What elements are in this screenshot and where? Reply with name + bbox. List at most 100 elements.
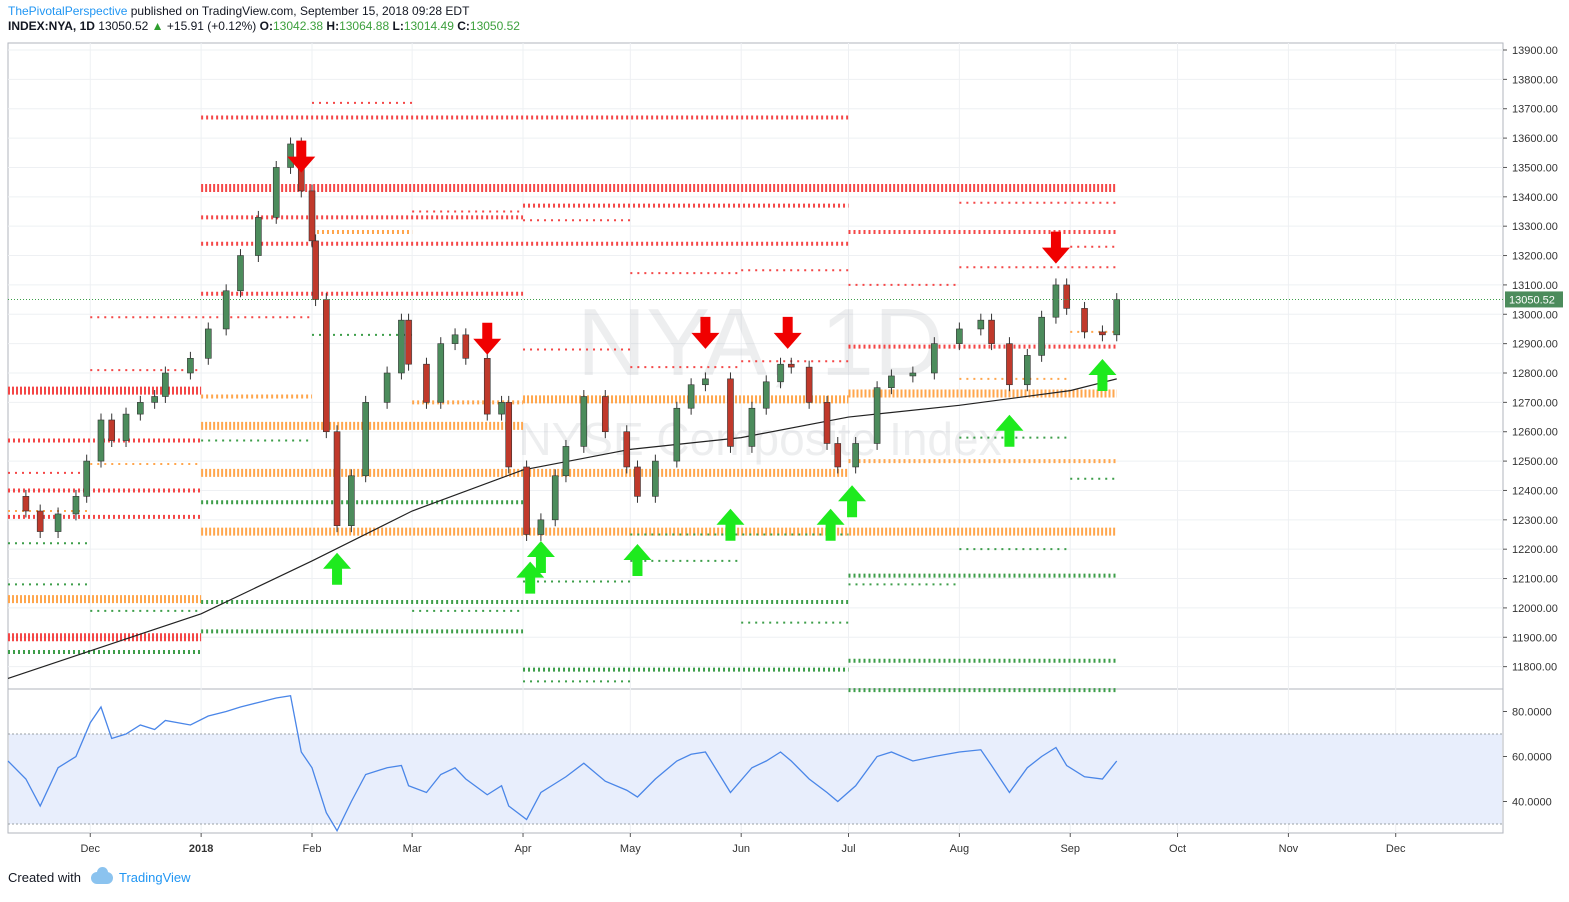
candle-up <box>888 375 895 388</box>
x-tick-label: Mar <box>403 843 422 855</box>
x-tick-label: Apr <box>514 843 531 855</box>
header-line-2: INDEX:NYA, 1D 13050.52 ▲ +15.91 (+0.12%)… <box>8 19 520 34</box>
y-tick-label: 12200.00 <box>1512 544 1558 556</box>
open-value: 13042.38 <box>273 19 324 33</box>
x-tick-label: Jul <box>841 843 855 855</box>
high-label: H: <box>326 19 340 33</box>
chart-header: ThePivotalPerspective published on Tradi… <box>8 4 520 34</box>
author-link[interactable]: ThePivotalPerspective <box>8 4 128 18</box>
y-tick-label: 12100.00 <box>1512 574 1558 586</box>
y-tick-label: 12900.00 <box>1512 339 1558 351</box>
candle-up <box>72 496 80 515</box>
candle-down <box>462 334 470 359</box>
candle-down <box>634 466 641 497</box>
candle-up <box>852 443 859 468</box>
y-tick-label: 13800.00 <box>1512 74 1558 86</box>
candle-down <box>601 396 609 433</box>
arrow-down-icon <box>287 140 316 173</box>
y-tick-label: 13400.00 <box>1512 192 1558 204</box>
candle-up <box>1113 299 1121 336</box>
arrow-up-icon <box>995 414 1024 447</box>
y-tick-label: 13600.00 <box>1512 133 1558 145</box>
y-tick-label: 12000.00 <box>1512 603 1558 615</box>
x-tick-label: Nov <box>1279 843 1299 855</box>
last-price-label: 13050.52 <box>1509 294 1555 306</box>
close-label: C: <box>457 19 470 33</box>
x-tick-label: Dec <box>80 843 100 855</box>
candle-down <box>787 363 795 368</box>
candle-down <box>333 431 341 526</box>
arrow-up-icon <box>623 543 652 576</box>
candle-down <box>108 419 116 441</box>
low-label: L: <box>392 19 404 33</box>
x-tick-label: May <box>620 843 641 855</box>
candle-down <box>36 510 44 532</box>
candle-down <box>805 366 813 403</box>
candle-up <box>97 419 105 462</box>
candle-down <box>1063 284 1070 309</box>
candle-up <box>204 328 212 359</box>
candle-up <box>687 384 695 409</box>
arrow-down-icon <box>773 316 802 349</box>
arrow-up-icon <box>1088 359 1117 391</box>
candle-up <box>580 396 588 447</box>
watermark-symbol: NYA, 1D <box>577 289 943 396</box>
x-tick-label: Feb <box>303 843 322 855</box>
candle-down <box>1006 343 1013 386</box>
candle-up <box>348 475 355 526</box>
candle-up <box>562 446 570 477</box>
candle-down <box>405 319 412 365</box>
arrow-up-icon <box>816 508 845 541</box>
watermark-name: NYSE Composite Index <box>518 413 1001 465</box>
arrow-down-icon <box>473 322 502 355</box>
candle-up <box>137 402 144 415</box>
candle-up <box>673 407 681 462</box>
rsi-tick-label: 40.0000 <box>1512 797 1552 809</box>
created-with-text: Created with <box>8 870 81 885</box>
candle-up <box>151 396 158 403</box>
candle-down <box>1099 331 1106 336</box>
candle-up <box>255 217 262 256</box>
y-tick-label: 13900.00 <box>1512 45 1558 57</box>
candle-down <box>727 378 734 447</box>
candle-up <box>931 343 938 374</box>
candle-up <box>451 334 459 344</box>
header-line-1: ThePivotalPerspective published on Tradi… <box>8 4 520 19</box>
candle-up <box>437 343 445 403</box>
last-price: 13050.52 <box>98 19 149 33</box>
candle-up <box>873 387 881 444</box>
y-tick-label: 12400.00 <box>1512 485 1558 497</box>
candle-up <box>777 363 784 383</box>
candle-down <box>483 358 491 415</box>
candle-up <box>237 255 244 292</box>
y-tick-label: 13000.00 <box>1512 309 1558 321</box>
candle-up <box>956 328 963 344</box>
tradingview-link[interactable]: TradingView <box>118 870 191 885</box>
candle-down <box>312 240 319 300</box>
y-tick-label: 13100.00 <box>1512 280 1558 292</box>
x-tick-label: Oct <box>1169 843 1186 855</box>
candle-up <box>272 167 280 218</box>
candle-up <box>909 372 917 377</box>
price-change: +15.91 (+0.12%) <box>166 19 257 33</box>
candle-down <box>523 466 530 535</box>
candle-up <box>977 319 985 330</box>
candle-up <box>1024 355 1031 386</box>
candle-up <box>362 402 369 477</box>
candle-down <box>988 319 995 344</box>
candle-up <box>54 513 62 532</box>
candle-down <box>834 443 842 468</box>
candle-up <box>122 413 130 441</box>
symbol-label: INDEX:NYA, 1D <box>8 19 95 33</box>
rsi-tick-label: 80.0000 <box>1512 707 1552 719</box>
high-value: 13064.88 <box>339 19 390 33</box>
candle-down <box>22 496 30 512</box>
candle-down <box>623 431 631 468</box>
moving-average-line <box>7 378 1117 679</box>
candle-up <box>162 372 169 397</box>
candle-up <box>187 358 194 374</box>
y-tick-label: 13700.00 <box>1512 104 1558 116</box>
y-tick-label: 12700.00 <box>1512 397 1558 409</box>
rsi-band <box>9 734 1502 824</box>
